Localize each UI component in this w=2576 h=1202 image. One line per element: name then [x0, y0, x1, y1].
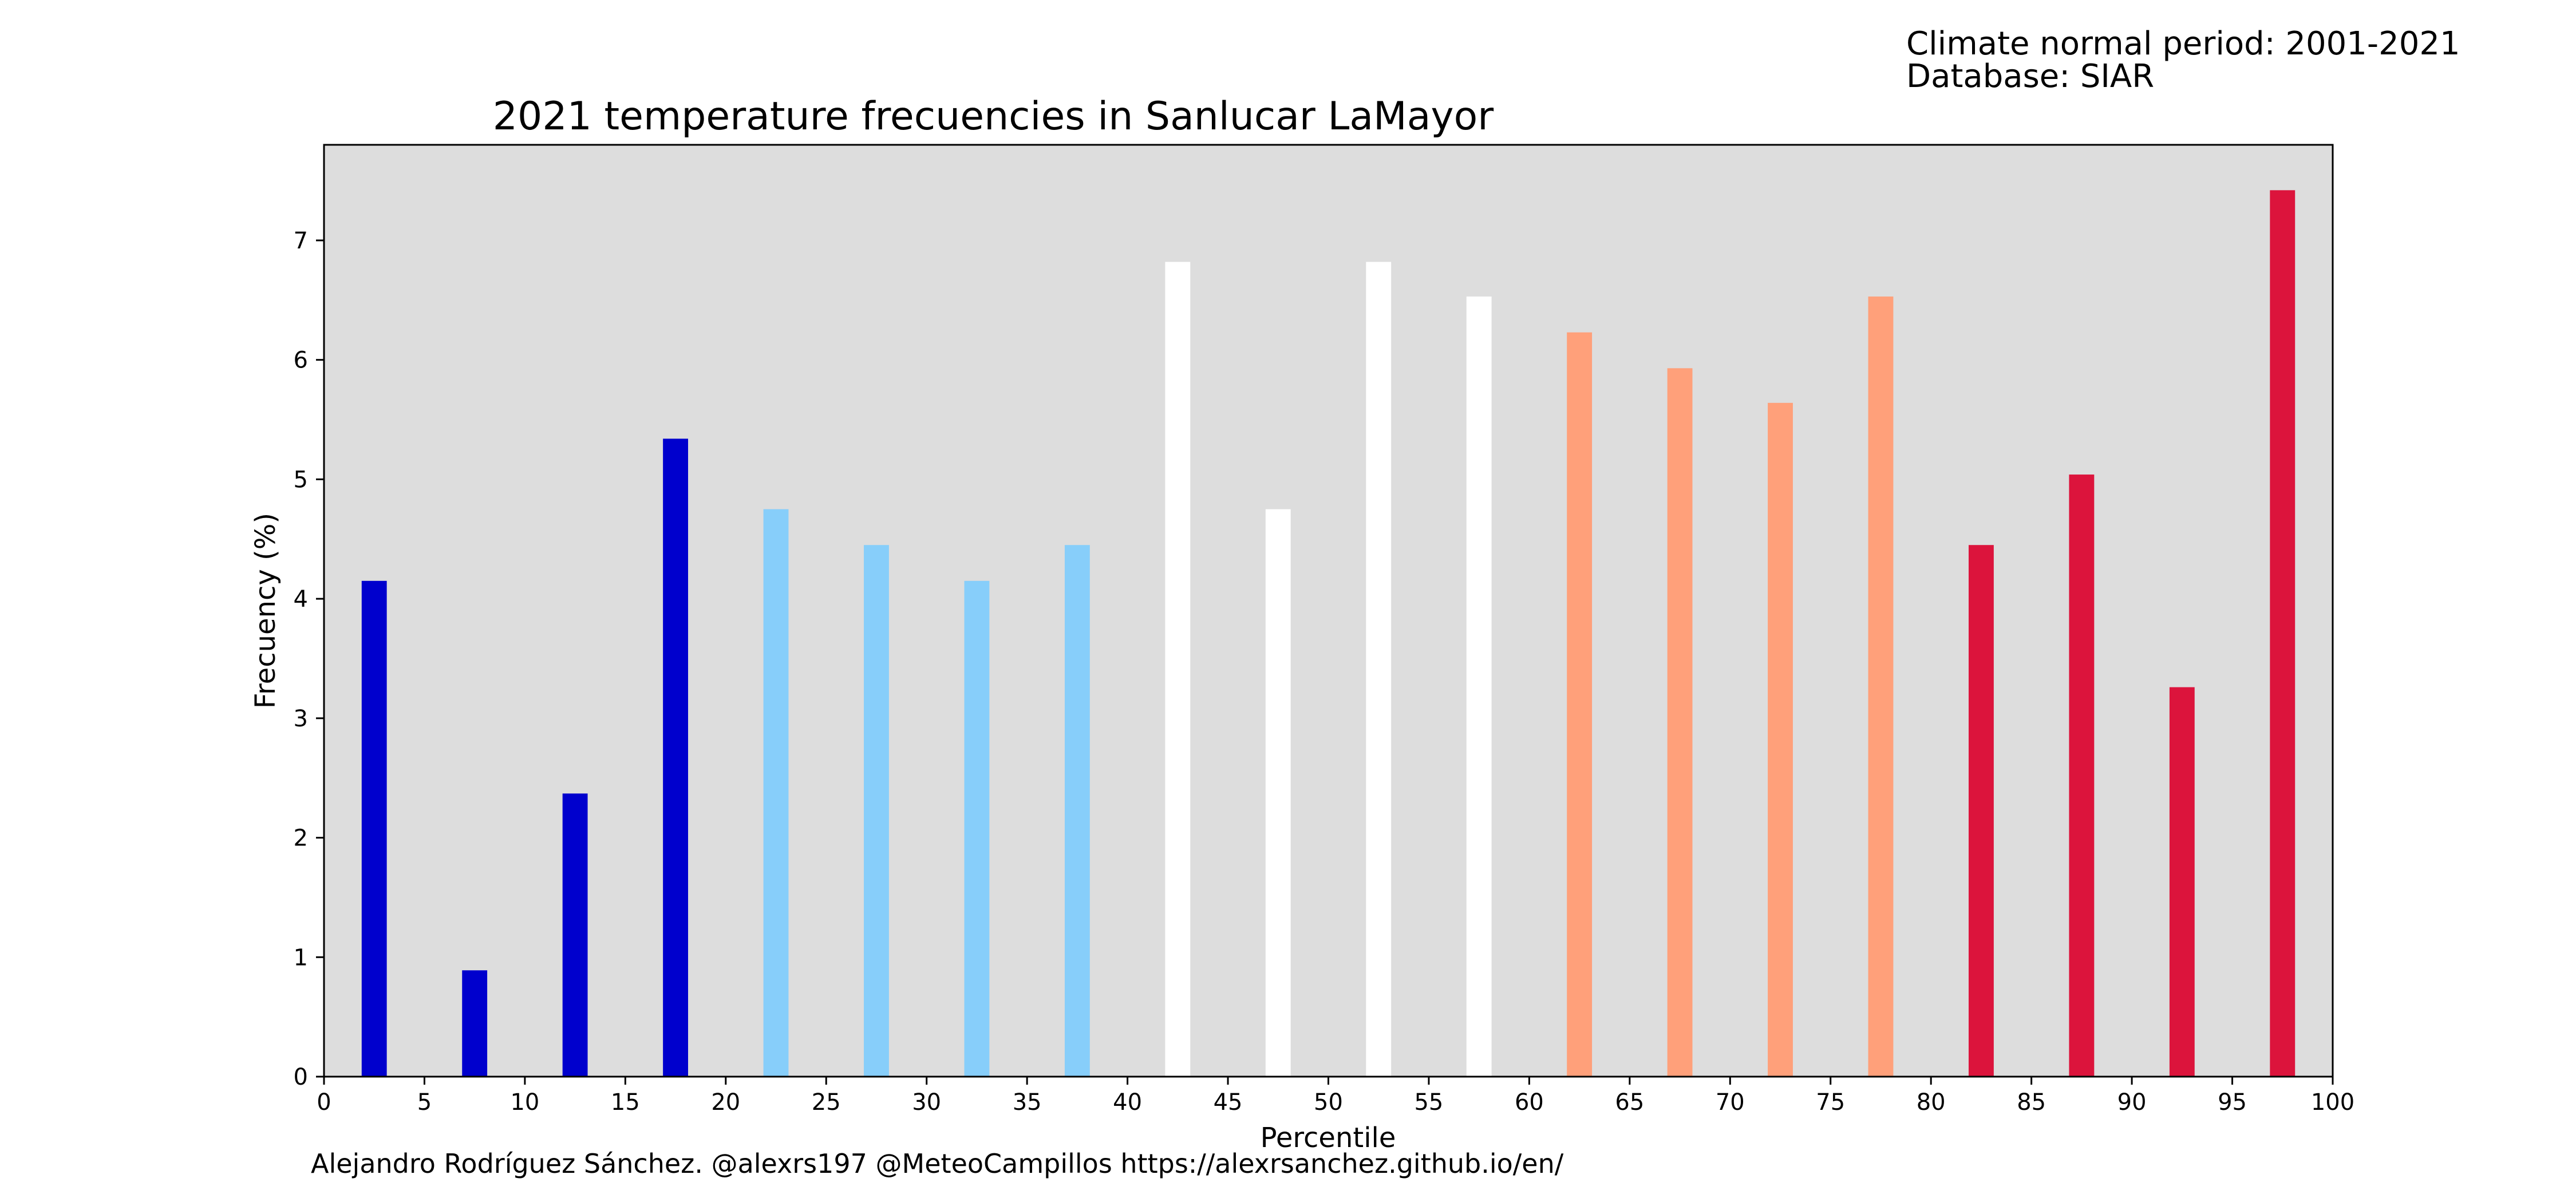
y-tick-label: 0	[294, 1064, 308, 1090]
y-axis-ticks: 0 1 2 3 4 5 6 7	[294, 228, 324, 1090]
bar-72.5	[1768, 402, 1793, 1077]
bar-7.5	[462, 970, 488, 1077]
x-tick-label: 15	[611, 1089, 640, 1116]
x-tick-label: 85	[2017, 1089, 2046, 1116]
bar-67.5	[1667, 368, 1693, 1077]
bar-42.5	[1165, 262, 1191, 1077]
bar-62.5	[1567, 332, 1593, 1077]
bar-17.5	[663, 438, 689, 1077]
bar-32.5	[964, 580, 990, 1077]
y-tick-label: 3	[294, 706, 308, 732]
x-tick-label: 40	[1113, 1089, 1142, 1116]
x-tick-label: 0	[317, 1089, 331, 1116]
y-tick-label: 1	[294, 944, 308, 971]
x-tick-label: 90	[2117, 1089, 2147, 1116]
x-tick-label: 50	[1314, 1089, 1343, 1116]
chart-title: 2021 temperature frecuencies in Sanlucar…	[493, 94, 1494, 139]
x-tick-label: 75	[1816, 1089, 1845, 1116]
bar-92.5	[2169, 687, 2195, 1077]
x-axis-label: Percentile	[1261, 1122, 1396, 1154]
climate-period-text: Climate normal period: 2001-2021	[1906, 25, 2460, 62]
x-tick-label: 65	[1615, 1089, 1644, 1116]
bar-27.5	[864, 545, 889, 1077]
x-tick-label: 60	[1515, 1089, 1544, 1116]
x-tick-label: 45	[1214, 1089, 1243, 1116]
author-credit: Alejandro Rodríguez Sánchez. @alexrs197 …	[311, 1148, 1564, 1179]
bar-12.5	[562, 793, 588, 1077]
x-tick-label: 10	[510, 1089, 539, 1116]
bars	[361, 190, 2296, 1077]
bar-47.5	[1265, 509, 1291, 1077]
x-axis-ticks: 0 5 10 15 20 25 30 35 40 45 50 55 60 65 70 75 80 85 90 95 10…	[317, 1077, 2354, 1116]
bar-37.5	[1064, 545, 1090, 1077]
y-tick-label: 2	[294, 825, 308, 852]
bar-97.5	[2270, 190, 2296, 1077]
database-text: Database: SIAR	[1906, 58, 2154, 95]
x-tick-label: 80	[1917, 1089, 1946, 1116]
x-tick-label: 35	[1013, 1089, 1042, 1116]
x-tick-label: 25	[812, 1089, 841, 1116]
y-tick-label: 7	[294, 228, 308, 254]
x-tick-label: 5	[417, 1089, 432, 1116]
bar-77.5	[1868, 296, 1894, 1077]
y-tick-label: 5	[294, 466, 308, 493]
bar-57.5	[1466, 296, 1492, 1077]
x-tick-label: 70	[1716, 1089, 1745, 1116]
x-tick-label: 95	[2218, 1089, 2247, 1116]
x-tick-label: 30	[912, 1089, 941, 1116]
bar-52.5	[1366, 262, 1392, 1077]
info-block: Climate normal period: 2001-2021 Databas…	[1906, 25, 2460, 95]
bar-22.5	[763, 509, 789, 1077]
x-tick-label: 55	[1414, 1089, 1443, 1116]
y-tick-label: 4	[294, 586, 308, 612]
bar-2.5	[361, 580, 387, 1077]
x-tick-label: 100	[2311, 1089, 2354, 1116]
x-tick-label: 20	[711, 1089, 740, 1116]
bar-82.5	[1968, 545, 1994, 1077]
bar-87.5	[2069, 475, 2095, 1077]
y-axis-label: Frecuency (%)	[250, 513, 282, 709]
plot-area	[324, 145, 2333, 1077]
y-tick-label: 6	[294, 347, 308, 374]
